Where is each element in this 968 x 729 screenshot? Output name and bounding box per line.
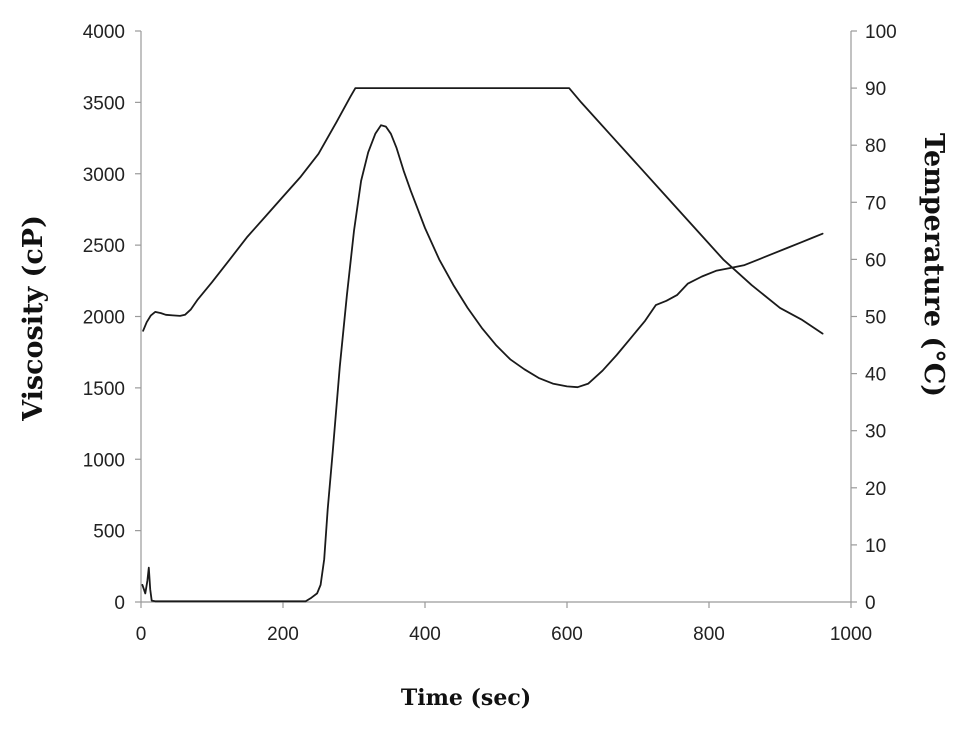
y-tick-label: 3000 bbox=[83, 165, 125, 186]
viscosity-line bbox=[141, 124, 824, 603]
x-tick-label: 400 bbox=[409, 624, 441, 645]
x-axis-ticks: 0 200 400 600 800 1000 bbox=[136, 602, 872, 645]
x-tick-label: 0 bbox=[136, 624, 147, 645]
series-lines bbox=[141, 87, 824, 603]
y-tick-label: 4000 bbox=[83, 22, 125, 43]
y-tick-label: 3500 bbox=[83, 93, 125, 114]
y2-tick-label: 100 bbox=[865, 22, 897, 43]
y2-tick-label: 30 bbox=[865, 422, 886, 443]
y2-tick-label: 10 bbox=[865, 536, 886, 557]
y2-tick-label: 20 bbox=[865, 479, 886, 500]
x-tick-label: 200 bbox=[267, 624, 299, 645]
y-tick-label: 1500 bbox=[83, 379, 125, 400]
x-tick-label: 600 bbox=[551, 624, 583, 645]
y-tick-label: 0 bbox=[114, 593, 125, 614]
y-tick-label: 500 bbox=[93, 522, 125, 543]
y2-tick-label: 80 bbox=[865, 136, 886, 157]
y2-tick-label: 70 bbox=[865, 193, 886, 214]
right-y-axis-ticks: 0 10 20 30 40 50 60 70 80 90 100 bbox=[851, 22, 897, 614]
temperature-line bbox=[142, 87, 824, 335]
y2-tick-label: 40 bbox=[865, 365, 886, 386]
right-y-axis-title: Temperature (°C) bbox=[918, 133, 949, 397]
y-tick-label: 2500 bbox=[83, 236, 125, 257]
x-axis-title: Time (sec) bbox=[401, 685, 531, 711]
left-y-axis-ticks: 0 500 1000 1500 2000 2500 3000 3500 4000 bbox=[83, 22, 141, 614]
left-y-axis-title: Viscosity (cP) bbox=[18, 215, 49, 422]
x-tick-label: 1000 bbox=[830, 624, 872, 645]
y-tick-label: 1000 bbox=[83, 450, 125, 471]
y2-tick-label: 50 bbox=[865, 308, 886, 329]
y2-tick-label: 60 bbox=[865, 250, 886, 271]
y2-tick-label: 90 bbox=[865, 79, 886, 100]
y-tick-label: 2000 bbox=[83, 308, 125, 329]
x-tick-label: 800 bbox=[693, 624, 725, 645]
axes bbox=[140, 31, 852, 603]
y2-tick-label: 0 bbox=[865, 593, 876, 614]
